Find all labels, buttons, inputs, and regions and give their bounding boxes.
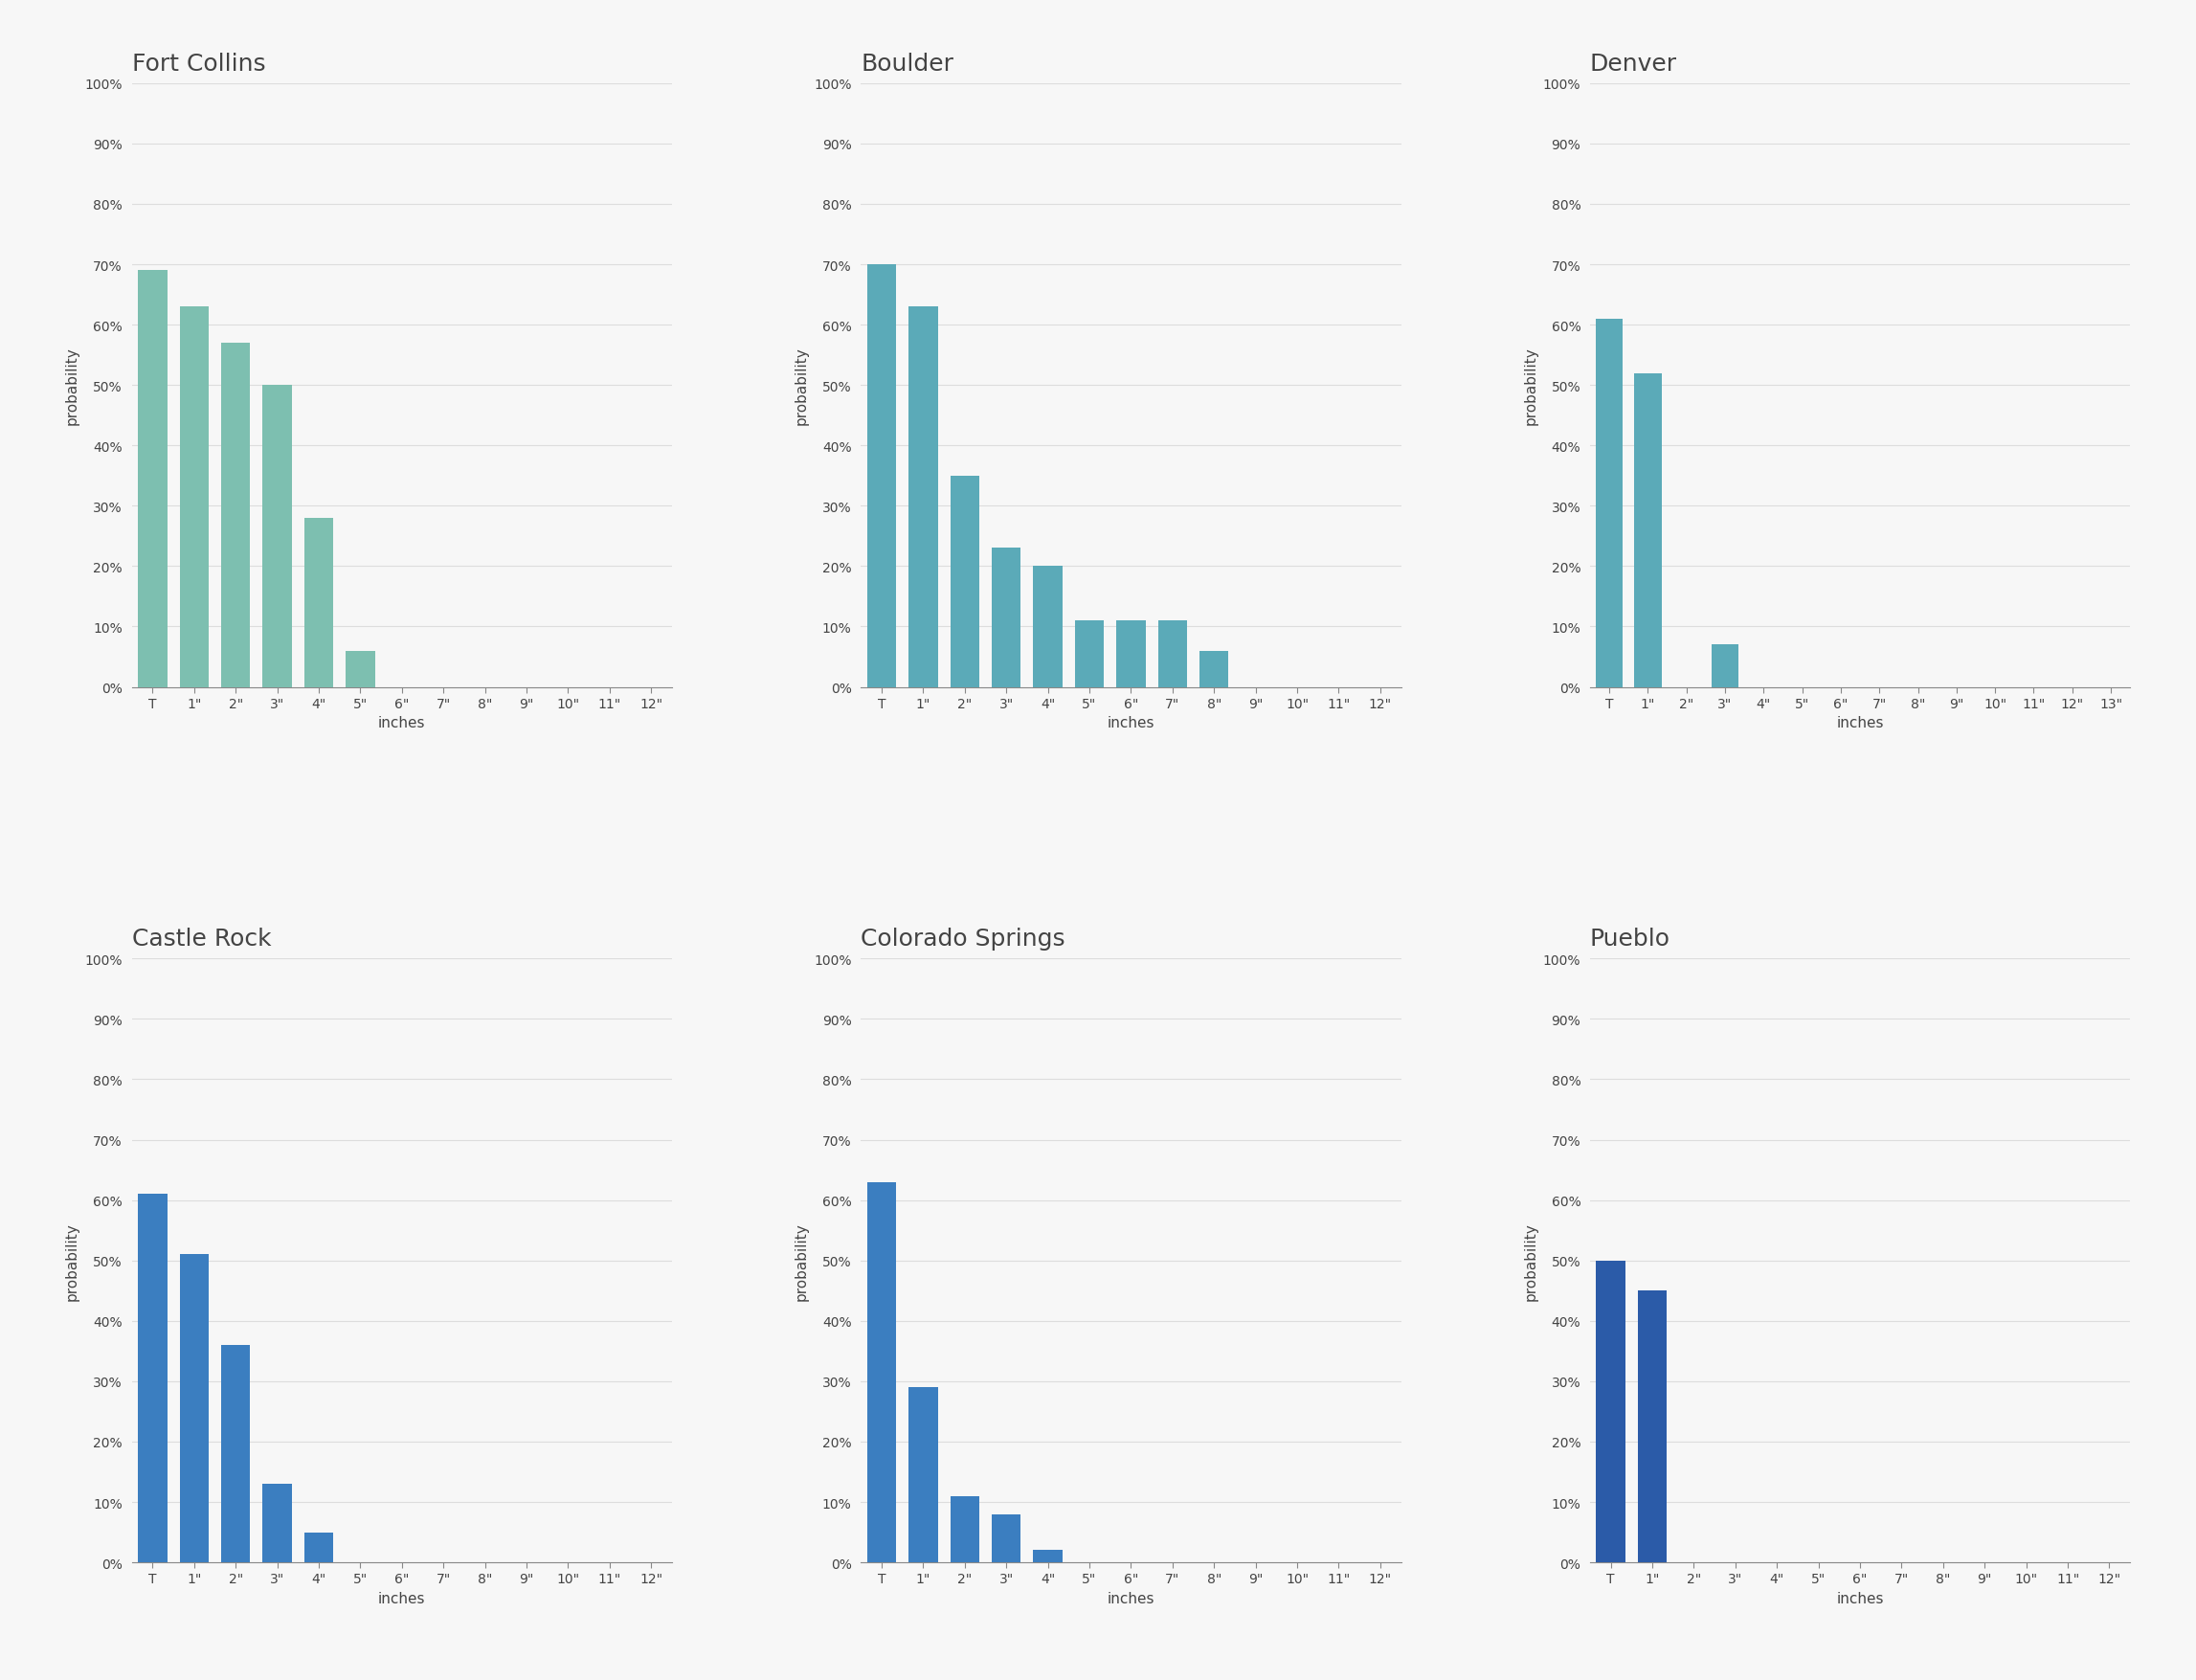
Bar <box>909 1388 938 1562</box>
Bar <box>1596 319 1623 687</box>
Bar <box>1116 622 1146 687</box>
Bar <box>180 1255 209 1562</box>
Bar <box>305 519 334 687</box>
Bar <box>867 265 896 687</box>
Bar <box>1074 622 1105 687</box>
Bar <box>867 1183 896 1562</box>
Bar <box>951 475 979 687</box>
Text: Boulder: Boulder <box>861 52 953 76</box>
Bar <box>951 1495 979 1562</box>
Bar <box>1634 373 1662 687</box>
Y-axis label: probability: probability <box>1524 346 1537 425</box>
Bar <box>138 270 167 687</box>
Bar <box>1199 652 1228 687</box>
Bar <box>305 1532 334 1562</box>
Y-axis label: probability: probability <box>795 346 808 425</box>
Bar <box>993 1514 1021 1562</box>
Text: Denver: Denver <box>1590 52 1678 76</box>
X-axis label: inches: inches <box>1836 1591 1884 1606</box>
Bar <box>222 1346 250 1562</box>
Text: Colorado Springs: Colorado Springs <box>861 927 1065 951</box>
X-axis label: inches: inches <box>1107 1591 1155 1606</box>
Bar <box>222 343 250 687</box>
Text: Fort Collins: Fort Collins <box>132 52 266 76</box>
X-axis label: inches: inches <box>378 716 426 731</box>
Bar <box>1034 1551 1063 1562</box>
Bar <box>1596 1260 1625 1562</box>
Bar <box>264 386 292 687</box>
Bar <box>1034 566 1063 687</box>
Bar <box>138 1194 167 1562</box>
Y-axis label: probability: probability <box>795 1221 808 1300</box>
Y-axis label: probability: probability <box>66 1221 79 1300</box>
X-axis label: inches: inches <box>1107 716 1155 731</box>
X-axis label: inches: inches <box>1836 716 1884 731</box>
Bar <box>1157 622 1188 687</box>
Text: Pueblo: Pueblo <box>1590 927 1671 951</box>
X-axis label: inches: inches <box>378 1591 426 1606</box>
Y-axis label: probability: probability <box>66 346 79 425</box>
Bar <box>1711 645 1739 687</box>
Bar <box>1638 1290 1667 1562</box>
Bar <box>180 307 209 687</box>
Bar <box>909 307 938 687</box>
Bar <box>264 1483 292 1562</box>
Bar <box>345 652 376 687</box>
Y-axis label: probability: probability <box>1524 1221 1537 1300</box>
Text: Castle Rock: Castle Rock <box>132 927 270 951</box>
Bar <box>993 549 1021 687</box>
